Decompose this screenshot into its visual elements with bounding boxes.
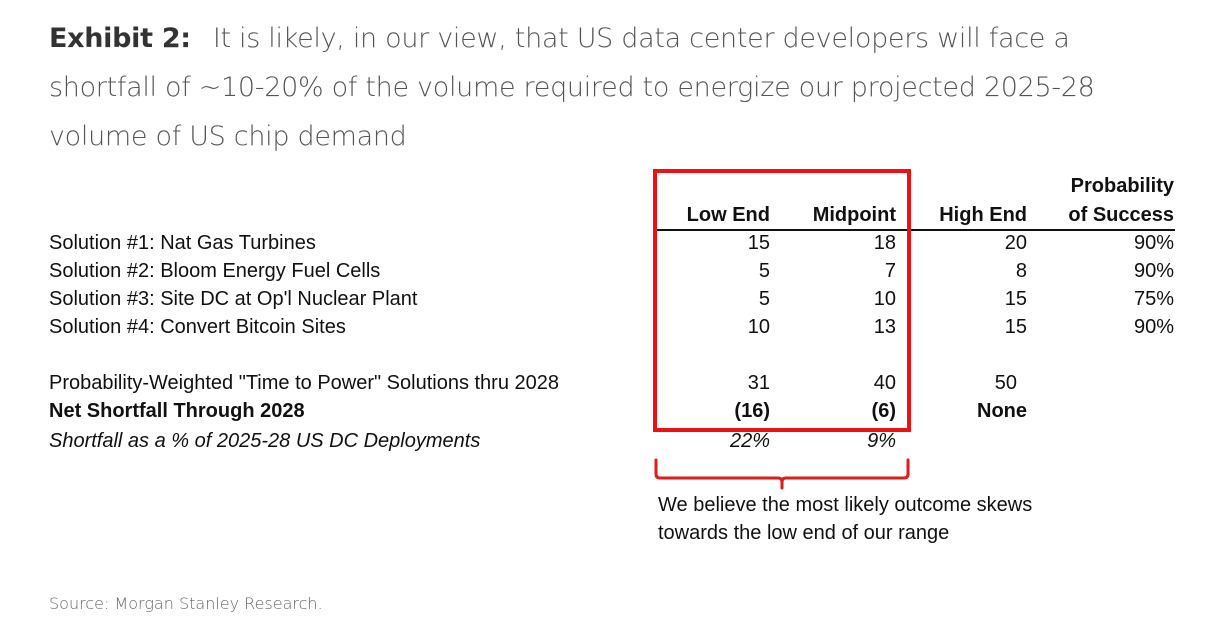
summary-label-weighted: Probability-Weighted "Time to Power" Sol… <box>49 372 560 394</box>
summary-weighted-high: 50 <box>994 372 1017 394</box>
cell-low: 5 <box>758 260 770 282</box>
cell-low: 15 <box>747 232 770 254</box>
summary-weighted-low: 31 <box>747 372 770 394</box>
cell-prob: 90% <box>1133 232 1174 254</box>
cell-high: 20 <box>1004 232 1027 254</box>
exhibit-title-text: It is likely, in our view, that US data … <box>49 23 1095 152</box>
brace-annotation <box>654 458 910 490</box>
cell-mid: 13 <box>873 316 896 338</box>
summary-shortfall-low: (16) <box>734 400 770 422</box>
cell-high: 15 <box>1004 288 1027 310</box>
cell-prob: 90% <box>1133 260 1174 282</box>
cell-prob: 90% <box>1133 316 1174 338</box>
summary-shortfall-mid: (6) <box>871 400 896 422</box>
header-probability-line2: of Success <box>1068 204 1174 226</box>
header-midpoint: Midpoint <box>812 204 896 226</box>
cell-prob: 75% <box>1133 288 1174 310</box>
row-label: Solution #1: Nat Gas Turbines <box>49 232 316 254</box>
annotation-note: We believe the most likely outcome skews… <box>658 494 1033 544</box>
cell-high: 15 <box>1004 316 1027 338</box>
cell-low: 5 <box>758 288 770 310</box>
cell-mid: 18 <box>873 232 896 254</box>
cell-mid: 10 <box>873 288 896 310</box>
header-underline <box>655 229 1175 231</box>
summary-pct-low: 22% <box>729 430 770 452</box>
header-high-end: High End <box>939 204 1027 226</box>
cell-low: 10 <box>747 316 770 338</box>
summary-label-pct: Shortfall as a % of 2025-28 US DC Deploy… <box>49 430 481 452</box>
summary-shortfall-high: None <box>977 400 1027 422</box>
source-note: Source: Morgan Stanley Research. <box>49 594 323 613</box>
row-label: Solution #2: Bloom Energy Fuel Cells <box>49 260 381 282</box>
cell-mid: 7 <box>884 260 896 282</box>
exhibit-label: Exhibit 2: <box>49 23 191 54</box>
highlight-box <box>653 169 911 432</box>
header-low-end: Low End <box>686 204 770 226</box>
summary-pct-mid: 9% <box>867 430 896 452</box>
row-label: Solution #3: Site DC at Op'l Nuclear Pla… <box>49 288 418 310</box>
row-label: Solution #4: Convert Bitcoin Sites <box>49 316 346 338</box>
exhibit-title: Exhibit 2: It is likely, in our view, tha… <box>49 14 1169 161</box>
summary-label-shortfall: Net Shortfall Through 2028 <box>49 400 305 422</box>
summary-weighted-mid: 40 <box>873 372 896 394</box>
cell-high: 8 <box>1015 260 1027 282</box>
header-probability-line1: Probability <box>1070 175 1174 197</box>
